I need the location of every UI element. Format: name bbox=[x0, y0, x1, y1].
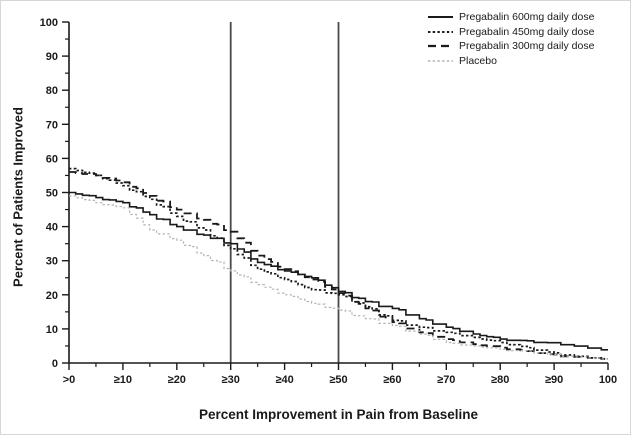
y-tick-label: 100 bbox=[40, 17, 58, 29]
series-placebo-line bbox=[69, 195, 608, 360]
legend-item-placebo: Placebo bbox=[427, 54, 594, 69]
x-tick-label: ≥80 bbox=[491, 374, 509, 386]
legend-label-placebo: Placebo bbox=[459, 54, 497, 67]
y-tick-label: 90 bbox=[46, 51, 58, 63]
y-tick-label: 50 bbox=[46, 188, 58, 200]
x-tick-label: ≥30 bbox=[222, 374, 240, 386]
legend-label-pregabalin-450mg-daily-dose: Pregabalin 450mg daily dose bbox=[459, 25, 595, 38]
x-tick-label: 100 bbox=[599, 374, 617, 386]
y-tick-label: 20 bbox=[46, 290, 58, 302]
x-tick-label: ≥60 bbox=[383, 374, 401, 386]
y-tick-label: 0 bbox=[52, 358, 58, 370]
x-tick-label: >0 bbox=[63, 374, 76, 386]
legend-line-sample-pregabalin-300mg-daily-dose bbox=[428, 45, 453, 48]
x-tick-label: ≥50 bbox=[329, 374, 347, 386]
series-pregabalin-450mg-daily-dose-line bbox=[69, 167, 608, 360]
y-axis-title: Percent of Patients Improved bbox=[10, 107, 26, 287]
legend-label-pregabalin-300mg-daily-dose: Pregabalin 300mg daily dose bbox=[459, 40, 595, 53]
y-tick-label: 60 bbox=[46, 153, 58, 165]
x-tick-label: ≥40 bbox=[275, 374, 293, 386]
y-tick-label: 70 bbox=[46, 119, 58, 131]
legend-label-pregabalin-600mg-daily-dose: Pregabalin 600mg daily dose bbox=[459, 11, 595, 24]
legend-line-sample-pregabalin-600mg-daily-dose bbox=[428, 16, 453, 19]
legend-item-pregabalin-300mg-daily-dose: Pregabalin 300mg daily dose bbox=[427, 39, 594, 54]
y-tick-label: 10 bbox=[46, 324, 58, 336]
series-pregabalin-300mg-daily-dose-line bbox=[69, 171, 608, 360]
legend-line-sample-pregabalin-450mg-daily-dose bbox=[428, 30, 453, 33]
x-tick-label: ≥10 bbox=[114, 374, 132, 386]
legend-line-sample-placebo bbox=[428, 60, 453, 62]
x-axis-title: Percent Improvement in Pain from Baselin… bbox=[198, 407, 479, 422]
x-tick-label: ≥20 bbox=[168, 374, 186, 386]
y-tick-label: 80 bbox=[46, 85, 58, 97]
legend: Pregabalin 600mg daily dose Pregabalin 4… bbox=[427, 10, 594, 68]
x-tick-label: ≥70 bbox=[437, 374, 455, 386]
y-tick-label: 40 bbox=[46, 222, 58, 234]
x-tick-label: ≥90 bbox=[545, 374, 563, 386]
y-tick-label: 30 bbox=[46, 256, 58, 268]
legend-item-pregabalin-600mg-daily-dose: Pregabalin 600mg daily dose bbox=[427, 10, 594, 25]
legend-item-pregabalin-450mg-daily-dose: Pregabalin 450mg daily dose bbox=[427, 25, 594, 40]
